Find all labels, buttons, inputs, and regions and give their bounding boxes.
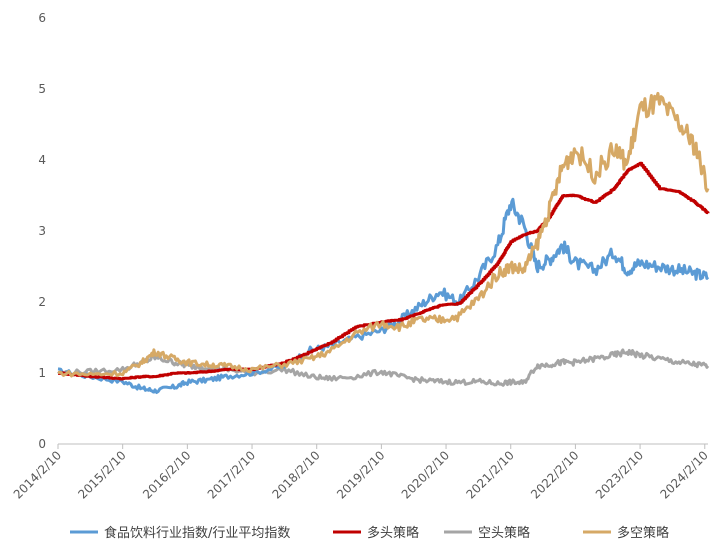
x-tick-label: 2024/2/10 — [657, 448, 710, 501]
series-line-1 — [58, 161, 710, 381]
y-tick-label: 6 — [38, 11, 46, 25]
y-tick-label: 1 — [38, 366, 46, 380]
x-tick-label: 2017/2/10 — [205, 448, 258, 501]
x-tick-label: 2022/2/10 — [528, 448, 581, 501]
legend-label-2: 空头策略 — [478, 525, 530, 541]
x-tick-label: 2014/2/10 — [11, 448, 64, 501]
legend-label-3: 多空策略 — [617, 525, 669, 541]
y-tick-label: 0 — [38, 437, 46, 451]
x-tick-label: 2020/2/10 — [399, 448, 452, 501]
x-axis: 2014/2/10 2015/2/10 2016/2/10 2017/2/10 2018… — [11, 443, 711, 502]
y-tick-label: 5 — [38, 82, 46, 96]
x-tick-label: 2019/2/10 — [334, 448, 387, 501]
x-tick-label: 2016/2/10 — [140, 448, 193, 501]
y-tick-label: 4 — [38, 153, 46, 167]
x-tick-label: 2015/2/10 — [75, 448, 128, 501]
x-tick-label: 2018/2/10 — [269, 448, 322, 501]
plot-area — [57, 91, 710, 394]
legend-label-1: 多头策略 — [367, 525, 419, 541]
y-tick-label: 3 — [38, 224, 46, 238]
y-axis: 0 1 2 3 4 5 6 — [38, 11, 46, 451]
x-tick-label: 2021/2/10 — [463, 448, 516, 501]
y-tick-label: 2 — [38, 295, 46, 309]
legend: 食品饮料行业指数/行业平均指数 多头策略 空头策略 多空策略 — [70, 525, 669, 541]
series-line-0 — [57, 197, 710, 394]
series-line-3 — [57, 91, 710, 378]
legend-label-0: 食品饮料行业指数/行业平均指数 — [104, 525, 290, 541]
x-tick-label: 2023/2/10 — [593, 448, 646, 501]
